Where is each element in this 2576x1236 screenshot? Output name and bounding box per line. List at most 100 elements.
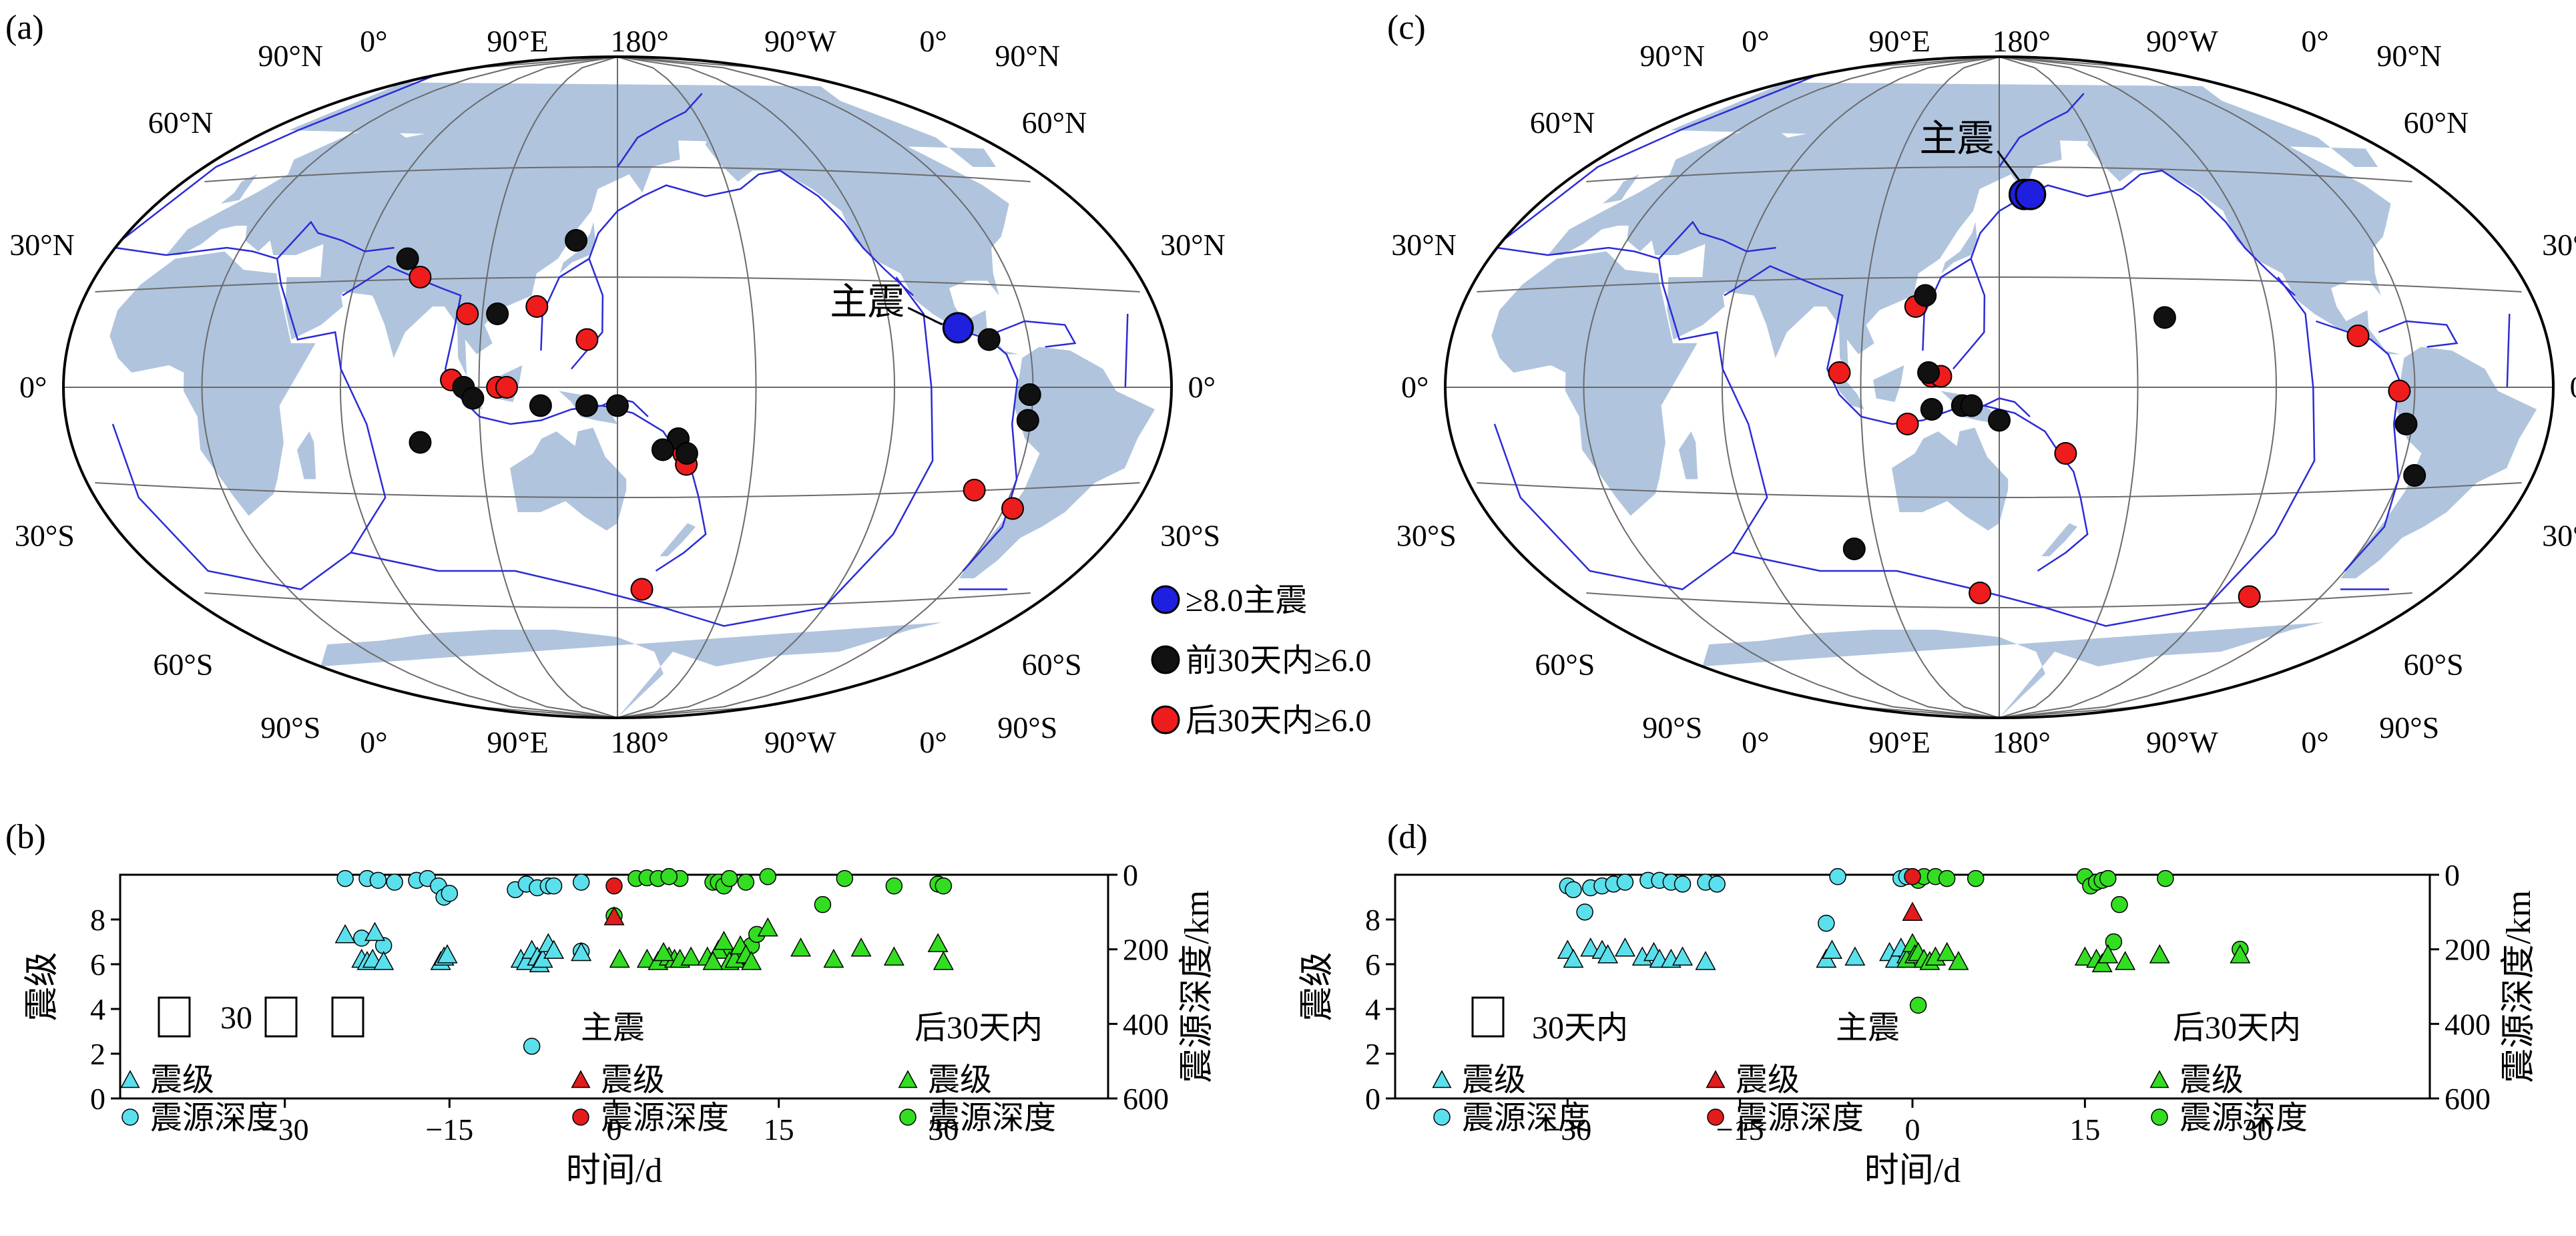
event-before-marker [651,438,674,461]
before-mag-point [543,940,565,959]
plate-boundary [1998,93,2085,168]
graticule-parallel [1477,276,2522,292]
lon-label-top: 180° [610,24,668,58]
x-tick-label: 15 [764,1112,794,1147]
y-tick-label: 0 [1365,1082,1380,1116]
y2-tick-label: 200 [1123,933,1169,967]
lat-label-right: 30°N [1160,228,1226,262]
event-before-marker [461,387,485,410]
after-mag-point [702,951,724,970]
before-mag-point [437,944,458,964]
landmass-madagascar [297,431,316,479]
before-depth-point [1818,914,1835,932]
after-depth-point [814,895,832,913]
main-legend-depth-marker [1707,1108,1724,1126]
mainshock-marker [2015,178,2047,210]
before-legend-depth-marker [121,1108,139,1126]
lat-label-left: 60°S [153,648,213,682]
y-axis-label: 震级 [1298,952,1336,1021]
graticule-parallel [95,276,1140,292]
main-depth-point [605,877,623,895]
x-tick-label: 30 [2242,1112,2273,1147]
landmass-antarctica [320,622,943,718]
legend-box [264,996,298,1038]
panel-a-tag: (a) [5,9,44,47]
lat-label-left: 30°S [15,519,75,553]
mainshock-leader [907,306,943,326]
y-tick-label: 4 [1365,992,1380,1026]
lon-label-bottom: 0° [2301,725,2328,759]
mainshock-leader [1997,150,2020,181]
after-mag-point [927,933,949,952]
after-mag-point [790,937,812,957]
lon-label-bottom: 180° [1992,725,2050,759]
after-depth-point [885,877,903,895]
plate-boundary [616,93,703,168]
landmass-greenland [288,82,997,167]
y-tick-label: 4 [90,992,105,1026]
legend-after-label: 后30天内≥6.0 [1186,703,1371,739]
after-mag-point [1948,951,1969,970]
before-depth-point [386,873,403,891]
x-tick-label: −30 [261,1112,309,1147]
before-mag-point [1614,937,1635,957]
lat-label-right: 0° [2570,370,2576,404]
main-legend-depth-marker [572,1108,589,1126]
event-after-marker [525,295,549,318]
x-tick-label: 15 [2069,1112,2100,1147]
event-before-marker [1842,538,1866,560]
lat-label-left: 30°N [9,228,75,262]
landmass-newzealand [2041,523,2077,556]
after-legend-head: 后30天内 [2173,1010,2301,1046]
plate-boundary [111,74,1129,590]
before-legend-depth-label: 震源深度 [150,1100,278,1136]
event-after-marker [630,578,654,601]
plate-boundary [1922,170,2296,351]
before-legend-head: 30天内 [1532,1010,1628,1046]
event-after-marker [1001,497,1025,520]
before-mag-point [1821,940,1842,959]
after-mag-point [883,946,905,966]
legend-box [331,996,364,1038]
landmass-greenland [1670,82,2378,167]
landmass-australia [1892,427,2009,531]
lon-label-bottom: 180° [610,725,668,759]
event-before-marker [675,442,698,465]
lon-label-top: 90°N [2376,39,2442,73]
lon-label-top: 0° [1742,24,1769,58]
chart-panel-d: −30 −15 0 15 30 0 2 4 6 8 0 200 400 600 时间/d 震级 震源深度/km 3… [1298,858,2538,1190]
y-tick-label: 8 [1365,903,1380,937]
lon-label-top: 180° [1992,24,2050,58]
before-depth-point [572,873,590,891]
y-tick-label: 6 [90,948,105,982]
before-legend-depth-label: 震源深度 [1462,1100,1590,1136]
panel-b-tag: (b) [5,818,46,856]
plate-boundary [115,246,387,554]
y2-tick-label: 400 [2444,1007,2491,1041]
map-panel-c: 90°N 0° 90°E 180° 90°W 0° 90°N 90°S 0° 90°E 180° 90… [1391,24,2576,759]
event-before-marker [1016,409,1039,432]
graticule-parallel [1586,592,2412,608]
x-tick-label: 0 [1905,1112,1920,1147]
lon-label-top: 90°E [1868,24,1930,58]
after-depth-point [720,869,738,887]
panel-d-tag: (d) [1387,818,1428,856]
y2-tick-label: 400 [1123,1007,1169,1041]
event-before-marker [606,394,629,417]
event-before-marker [1920,398,1943,421]
event-after-marker [456,302,479,325]
event-after-marker [409,266,432,288]
lat-label-left: 30°N [1391,228,1457,262]
after-depth-point [1909,996,1927,1014]
y-axis-label: 震级 [23,952,61,1021]
lat-label-right: 60°S [1022,648,1082,682]
mainshock-label: 主震 [1919,118,1994,160]
before-depth-point [1708,875,1726,893]
plate-boundary [1732,276,2316,627]
main-legend-mag-marker [571,1070,591,1088]
mainshock-label: 主震 [830,282,905,323]
panel-c-tag: (c) [1387,9,1426,47]
after-depth-point [2105,933,2123,951]
event-after-marker [2238,585,2261,608]
legend-box [158,996,191,1038]
